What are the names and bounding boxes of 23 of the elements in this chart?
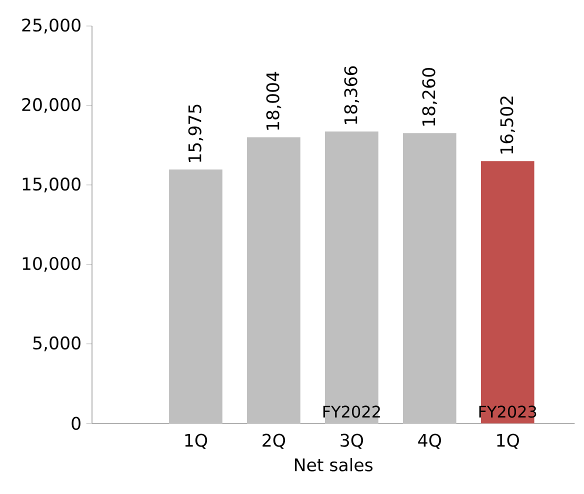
y-tick-label: 10,000 xyxy=(22,256,80,272)
y-tick-label: 0 xyxy=(72,416,80,430)
x-tick-label: 2Q xyxy=(262,434,286,449)
annotation: FY2022 xyxy=(323,406,380,418)
data-label: 15,975 xyxy=(188,104,204,162)
bar xyxy=(480,161,534,424)
y-tick-label: 5,000 xyxy=(33,336,80,352)
bar xyxy=(169,169,222,424)
bar xyxy=(324,131,378,424)
data-label: 16,502 xyxy=(500,96,516,154)
x-tick-label: 3Q xyxy=(340,434,364,449)
data-label: 18,004 xyxy=(266,72,282,130)
data-label: 18,366 xyxy=(344,66,360,124)
bar xyxy=(247,137,300,424)
x-tick-label: 1Q xyxy=(185,434,208,449)
data-label: 18,260 xyxy=(422,68,438,126)
bar xyxy=(402,133,456,424)
y-tick-label: 15,000 xyxy=(22,178,80,192)
x-tick-label: 4Q xyxy=(418,434,441,449)
x-axis-title: Net sales xyxy=(294,458,373,472)
y-tick-label: 25,000 xyxy=(22,18,80,34)
y-tick-label: 20,000 xyxy=(22,98,80,113)
x-tick-label: 1Q xyxy=(497,434,519,449)
